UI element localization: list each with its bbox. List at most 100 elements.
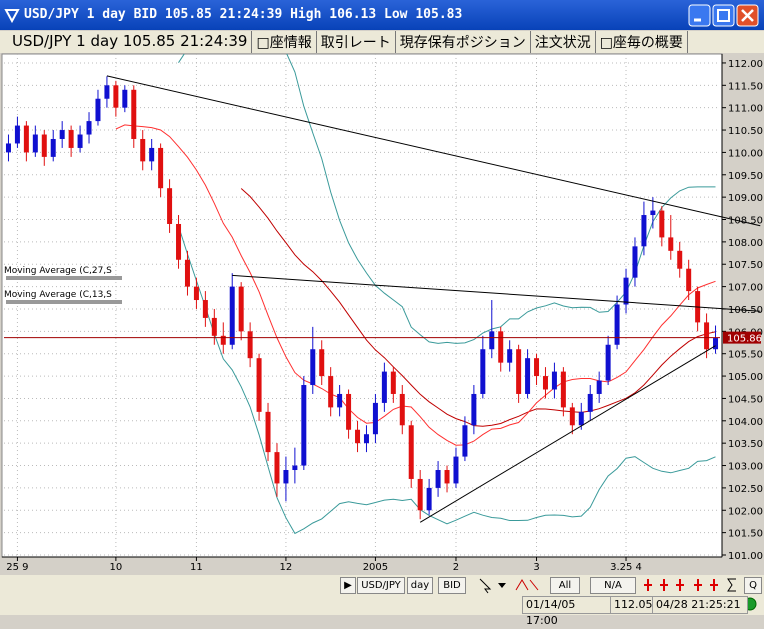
- candle-body: [587, 393, 593, 412]
- candle-body: [247, 331, 253, 359]
- toolbar-button[interactable]: All: [550, 577, 580, 594]
- status-field: 112.05: [610, 596, 656, 614]
- y-tick-label: 108.00: [728, 238, 763, 249]
- toolbar-button[interactable]: ▶: [340, 577, 356, 594]
- tab[interactable]: □座毎の概要: [596, 31, 688, 53]
- trendline: [232, 274, 761, 312]
- toolbar-button[interactable]: day: [407, 577, 433, 594]
- candle-body: [292, 465, 298, 471]
- moving-average: [115, 124, 716, 446]
- candle-body: [184, 259, 190, 287]
- toolbar-button[interactable]: Q: [744, 577, 762, 594]
- y-tick-label: 104.50: [728, 394, 763, 405]
- tab[interactable]: USD/JPY 1 day 105.85 21:24:39: [0, 31, 253, 53]
- candle-body: [596, 380, 602, 394]
- candle-body: [471, 393, 477, 426]
- y-tick-label: 110.00: [728, 148, 763, 159]
- candle-body: [68, 130, 74, 148]
- candle-body: [408, 425, 414, 479]
- candle-body: [605, 344, 611, 381]
- tab-bar: USD/JPY 1 day 105.85 21:24:39 □座情報 取引レート 現存…: [0, 31, 764, 53]
- candle-body: [77, 134, 83, 148]
- candle-body: [337, 393, 343, 408]
- tab[interactable]: 注文状況: [531, 31, 596, 53]
- candle-body: [659, 210, 665, 238]
- candle-body: [569, 407, 575, 426]
- y-tick-label: 109.00: [728, 193, 763, 204]
- candle-body: [363, 434, 369, 444]
- x-tick-label: 2005: [363, 562, 388, 573]
- tab[interactable]: 取引レート: [317, 31, 396, 53]
- candle-body: [623, 277, 629, 305]
- candle-body: [202, 300, 208, 318]
- candle-body: [122, 89, 128, 108]
- y-tick-label: 103.00: [728, 462, 763, 473]
- title-bar: USD/JPY 1 day BID 105.85 21:24:39 High 1…: [0, 0, 764, 30]
- y-tick-label: 105.00: [728, 372, 763, 383]
- candle-body: [41, 134, 47, 157]
- y-tick-label: 102.00: [728, 506, 763, 517]
- sigma-icon: [727, 578, 736, 592]
- status-field: 01/14/05 17:00: [522, 596, 612, 627]
- candle-body: [274, 452, 280, 484]
- candle-body: [668, 237, 674, 251]
- candle-body: [686, 268, 692, 292]
- toolbar-button[interactable]: BID: [438, 577, 466, 594]
- candle-body: [677, 250, 683, 269]
- candle-body: [14, 125, 20, 144]
- candle-body: [59, 130, 65, 139]
- last-price-label: 105.86: [727, 334, 762, 345]
- bollinger-lower: [178, 225, 716, 535]
- candle-body: [193, 286, 199, 301]
- toolbar-button[interactable]: USD/JPY: [357, 577, 405, 594]
- candle-body: [149, 147, 155, 162]
- candle-body: [355, 429, 361, 444]
- candle-body: [381, 371, 387, 403]
- candle-body: [167, 188, 173, 224]
- candle-body: [498, 331, 504, 363]
- toolbar-button[interactable]: N/A: [590, 577, 636, 594]
- candle-body: [211, 317, 217, 336]
- chart-icon: [676, 579, 684, 591]
- y-tick-label: 110.50: [728, 126, 763, 137]
- candle-body: [346, 393, 352, 430]
- y-tick-label: 106.50: [728, 305, 763, 316]
- y-tick-label: 104.00: [728, 417, 763, 428]
- candle-body: [704, 322, 710, 350]
- chart: 101.00 101.50 102.00 102.50 103.00 103.50 104.…: [1, 53, 763, 573]
- y-tick-label: 108.50: [728, 216, 763, 227]
- candle-body: [32, 134, 38, 153]
- candle-body: [516, 349, 522, 394]
- y-tick-label: 112.00: [728, 59, 763, 70]
- trendline: [106, 75, 761, 227]
- candle-body: [23, 125, 29, 153]
- x-tick-label: 11: [190, 562, 203, 573]
- x-tick-label: 25 9: [6, 562, 28, 573]
- candle-body: [641, 215, 647, 247]
- x-tick-label: 2: [453, 562, 459, 573]
- y-tick-label: 101.00: [728, 551, 763, 562]
- candle-body: [390, 371, 396, 394]
- candle-body: [525, 358, 531, 394]
- y-tick-label: 101.50: [728, 529, 763, 540]
- cursor-icon: [479, 578, 492, 594]
- candle-body: [632, 246, 638, 278]
- tab[interactable]: □座情報: [252, 31, 317, 53]
- candle-body: [50, 138, 56, 157]
- candle-body: [140, 138, 146, 162]
- candle-body: [301, 385, 307, 466]
- candle-body: [265, 411, 271, 453]
- candle-body: [86, 121, 92, 135]
- candle-body: [399, 393, 405, 426]
- candle-body: [104, 85, 110, 99]
- dropdown-icon: [498, 583, 506, 588]
- candle-body: [453, 456, 459, 484]
- tab[interactable]: 現存保有ポジション: [396, 31, 531, 53]
- candle-body: [95, 98, 101, 122]
- candle-body: [435, 470, 441, 488]
- window-controls[interactable]: [688, 4, 764, 28]
- candle-body: [158, 147, 164, 189]
- candle-body: [229, 286, 235, 345]
- candle-body: [131, 89, 137, 139]
